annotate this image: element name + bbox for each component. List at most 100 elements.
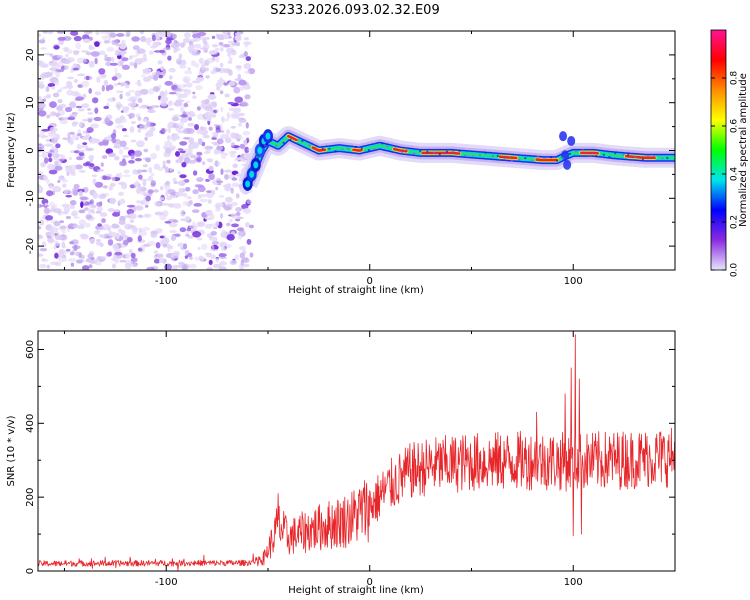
ridge-speck <box>602 153 605 156</box>
noise-blob <box>211 137 218 140</box>
ridge-speck <box>275 144 278 147</box>
noise-blob <box>97 223 102 227</box>
noise-blob <box>194 184 204 188</box>
noise-blob <box>63 46 69 53</box>
noise-blob <box>78 169 86 173</box>
noise-blob <box>112 209 121 213</box>
ridge-speck <box>405 148 408 151</box>
noise-blob <box>156 253 164 260</box>
noise-blob <box>220 168 224 175</box>
noise-blob <box>44 143 54 147</box>
noise-blob <box>166 37 173 41</box>
noise-blob <box>79 145 83 150</box>
noise-blob <box>197 31 207 37</box>
noise-blob <box>128 89 136 93</box>
noise-blob <box>99 31 109 35</box>
noise-blob <box>235 207 242 212</box>
noise-blob <box>51 137 59 144</box>
noise-blob <box>65 194 72 198</box>
noise-blob <box>40 135 49 138</box>
noise-blob <box>38 134 41 138</box>
noise-blob <box>218 42 224 46</box>
noise-blob <box>83 207 89 211</box>
ridge-speck <box>282 141 285 144</box>
ridge-speck <box>530 159 533 162</box>
noise-blob <box>106 252 112 257</box>
noise-blob <box>187 235 194 239</box>
noise-blob <box>189 256 193 260</box>
noise-blob <box>150 172 155 177</box>
noise-blob <box>56 31 65 34</box>
noise-blob <box>159 90 166 98</box>
noise-blob <box>217 182 222 186</box>
noise-blob <box>90 51 100 57</box>
ridge-speck <box>536 155 540 158</box>
noise-blob <box>118 228 123 234</box>
ridge-speck <box>438 153 441 156</box>
noise-blob <box>109 62 118 66</box>
noise-blob <box>162 210 169 217</box>
noise-blob <box>85 147 94 152</box>
noise-blob <box>43 207 51 214</box>
noise-blob <box>130 121 136 124</box>
noise-blob <box>142 227 151 231</box>
noise-blob <box>223 33 230 40</box>
noise-blob <box>88 88 92 94</box>
noise-blob <box>183 102 189 108</box>
ridge-hot-red <box>286 134 298 142</box>
noise-blob <box>130 153 135 160</box>
noise-blob <box>84 31 93 35</box>
ridge-speck <box>627 153 630 156</box>
noise-blob <box>222 43 231 48</box>
noise-blob <box>205 149 211 154</box>
ridge-speck <box>347 147 350 150</box>
noise-blob <box>95 31 100 36</box>
noise-blob <box>143 213 152 218</box>
snr-xlabel: Height of straight line (km) <box>288 585 424 596</box>
noise-blob <box>69 200 77 206</box>
noise-blob <box>118 148 124 155</box>
noise-blob <box>233 107 241 113</box>
noise-blob <box>112 243 119 250</box>
noise-blob <box>121 57 129 62</box>
ridge-onset <box>242 129 273 191</box>
noise-blob <box>71 121 79 125</box>
noise-blob <box>164 263 172 270</box>
noise-blob <box>166 135 171 141</box>
noise-blob <box>169 230 178 233</box>
noise-blob <box>53 221 61 227</box>
noise-blob <box>80 149 86 153</box>
noise-blob <box>125 91 131 97</box>
noise-blob <box>91 46 96 50</box>
noise-blob <box>189 224 198 230</box>
noise-blob <box>86 130 92 134</box>
noise-blob <box>40 161 46 168</box>
noise-blob <box>67 76 75 80</box>
colorbar: 0.0 0.2 0.4 0.6 0.8 Normalized spectral ampl… <box>710 29 749 277</box>
noise-blob <box>82 162 90 167</box>
noise-blob <box>147 175 154 182</box>
noise-blob <box>202 131 207 136</box>
noise-blob <box>243 37 249 41</box>
noise-blob <box>243 63 252 70</box>
noise-blob <box>207 158 214 163</box>
noise-blob <box>136 140 145 148</box>
noise-blob <box>152 105 156 109</box>
noise-blob <box>82 135 89 141</box>
noise-blob <box>145 204 149 208</box>
noise-blob <box>132 169 138 175</box>
noise-blob <box>86 258 91 261</box>
noise-blob <box>42 98 47 103</box>
noise-blob <box>170 235 177 241</box>
noise-blob <box>88 61 95 68</box>
noise-blob <box>57 99 63 104</box>
ridge-hot-red <box>311 146 327 152</box>
noise-blob <box>175 99 185 103</box>
noise-blob <box>82 118 88 122</box>
noise-blob <box>195 51 201 56</box>
noise-blob <box>244 44 249 48</box>
noise-blob <box>150 180 156 187</box>
noise-blob <box>166 159 171 164</box>
noise-blob <box>136 200 141 204</box>
noise-blob <box>168 67 176 73</box>
